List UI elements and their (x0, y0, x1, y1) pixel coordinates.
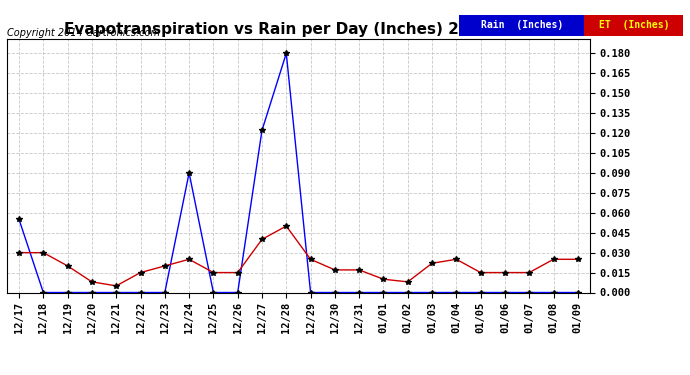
Text: ET  (Inches): ET (Inches) (598, 20, 669, 30)
Title: Evapotranspiration vs Rain per Day (Inches) 20140110: Evapotranspiration vs Rain per Day (Inch… (64, 22, 533, 37)
FancyBboxPatch shape (584, 15, 683, 36)
Text: Copyright 2014 Cartronics.com: Copyright 2014 Cartronics.com (7, 28, 160, 38)
FancyBboxPatch shape (459, 15, 584, 36)
Text: Rain  (Inches): Rain (Inches) (480, 20, 563, 30)
